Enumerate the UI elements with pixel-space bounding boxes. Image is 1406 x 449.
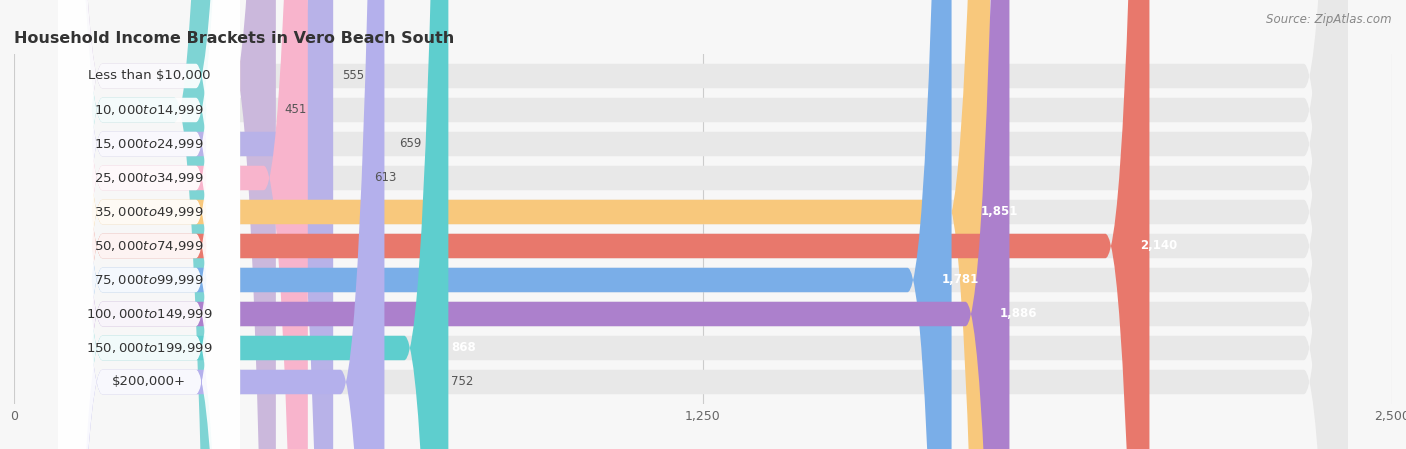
Text: Source: ZipAtlas.com: Source: ZipAtlas.com bbox=[1267, 13, 1392, 26]
Text: Less than $10,000: Less than $10,000 bbox=[87, 70, 211, 83]
FancyBboxPatch shape bbox=[58, 0, 1348, 449]
FancyBboxPatch shape bbox=[58, 0, 990, 449]
FancyBboxPatch shape bbox=[58, 0, 952, 449]
Text: $15,000 to $24,999: $15,000 to $24,999 bbox=[94, 137, 204, 151]
Text: $150,000 to $199,999: $150,000 to $199,999 bbox=[86, 341, 212, 355]
FancyBboxPatch shape bbox=[58, 0, 1348, 449]
FancyBboxPatch shape bbox=[58, 0, 384, 449]
Text: 868: 868 bbox=[451, 342, 475, 355]
FancyBboxPatch shape bbox=[58, 0, 1348, 449]
Text: 613: 613 bbox=[374, 172, 396, 185]
Text: 555: 555 bbox=[342, 70, 364, 83]
FancyBboxPatch shape bbox=[58, 0, 240, 449]
Text: 659: 659 bbox=[399, 137, 422, 150]
Text: 1,851: 1,851 bbox=[980, 206, 1018, 219]
Text: $100,000 to $149,999: $100,000 to $149,999 bbox=[86, 307, 212, 321]
FancyBboxPatch shape bbox=[58, 0, 240, 449]
Text: 752: 752 bbox=[450, 375, 472, 388]
FancyBboxPatch shape bbox=[58, 0, 1348, 449]
FancyBboxPatch shape bbox=[58, 0, 240, 449]
FancyBboxPatch shape bbox=[58, 0, 1348, 449]
FancyBboxPatch shape bbox=[58, 0, 240, 449]
FancyBboxPatch shape bbox=[58, 0, 308, 449]
FancyBboxPatch shape bbox=[58, 0, 240, 449]
FancyBboxPatch shape bbox=[58, 0, 240, 449]
FancyBboxPatch shape bbox=[58, 0, 1010, 449]
FancyBboxPatch shape bbox=[58, 0, 276, 449]
Text: $200,000+: $200,000+ bbox=[112, 375, 186, 388]
Text: $75,000 to $99,999: $75,000 to $99,999 bbox=[94, 273, 204, 287]
Text: $25,000 to $34,999: $25,000 to $34,999 bbox=[94, 171, 204, 185]
Text: 451: 451 bbox=[284, 103, 307, 116]
Text: 1,781: 1,781 bbox=[942, 273, 979, 286]
Text: Household Income Brackets in Vero Beach South: Household Income Brackets in Vero Beach … bbox=[14, 31, 454, 46]
FancyBboxPatch shape bbox=[58, 0, 1348, 449]
FancyBboxPatch shape bbox=[58, 0, 240, 449]
FancyBboxPatch shape bbox=[58, 0, 218, 449]
Text: 2,140: 2,140 bbox=[1140, 239, 1177, 252]
FancyBboxPatch shape bbox=[58, 0, 333, 449]
Text: 1,886: 1,886 bbox=[1000, 308, 1038, 321]
FancyBboxPatch shape bbox=[58, 0, 240, 449]
Text: $35,000 to $49,999: $35,000 to $49,999 bbox=[94, 205, 204, 219]
FancyBboxPatch shape bbox=[58, 0, 1348, 449]
Text: $50,000 to $74,999: $50,000 to $74,999 bbox=[94, 239, 204, 253]
FancyBboxPatch shape bbox=[58, 0, 1348, 449]
FancyBboxPatch shape bbox=[58, 0, 240, 449]
FancyBboxPatch shape bbox=[58, 0, 1348, 449]
FancyBboxPatch shape bbox=[58, 0, 1348, 449]
FancyBboxPatch shape bbox=[58, 0, 449, 449]
Text: $10,000 to $14,999: $10,000 to $14,999 bbox=[94, 103, 204, 117]
FancyBboxPatch shape bbox=[58, 0, 240, 449]
FancyBboxPatch shape bbox=[58, 0, 1150, 449]
